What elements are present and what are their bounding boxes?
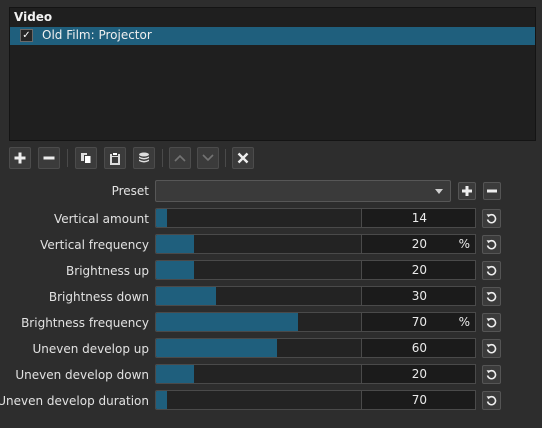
move-up-icon [174,154,186,162]
param-value: 20 [411,263,427,277]
add-filter-button[interactable] [9,147,31,169]
filter-row[interactable]: ✓ Old Film: Projector [10,27,535,45]
preset-label: Preset [111,184,149,198]
toolbar-separator [225,149,226,167]
save-filter-set-button[interactable] [133,147,155,169]
reset-button[interactable] [482,235,501,254]
filter-list-title: Video [14,10,53,24]
slider-fill [156,313,298,331]
param-label: Uneven develop down [15,368,149,382]
param-unit: % [458,315,470,329]
remove-filter-button[interactable] [38,147,60,169]
minus-icon [487,189,497,193]
slider-fill [156,365,195,383]
param-spinbox[interactable]: 20 [361,260,476,280]
param-value: 20 [411,367,427,381]
param-label: Brightness frequency [21,316,149,330]
move-filter-down-button[interactable] [197,147,219,169]
toolbar-separator [67,149,68,167]
param-spinbox[interactable]: 70 [361,390,476,410]
toolbar-separator [162,149,163,167]
reset-button[interactable] [482,313,501,332]
param-spinbox[interactable]: 30 [361,286,476,306]
param-label: Brightness down [48,290,149,304]
param-label: Uneven develop duration [0,394,149,408]
reset-button[interactable] [482,391,501,410]
reset-icon [486,214,497,224]
filter-enabled-checkbox[interactable]: ✓ [20,29,33,42]
reset-icon [486,318,497,328]
reset-icon [486,292,497,302]
param-spinbox[interactable]: 20% [361,234,476,254]
plus-icon [462,186,472,196]
filter-list-header: Video [10,8,535,27]
param-value: 14 [411,211,427,225]
reset-button[interactable] [482,261,501,280]
reset-button[interactable] [482,209,501,228]
param-value: 70 [411,393,427,407]
minus-icon [43,156,55,160]
reset-button[interactable] [482,287,501,306]
slider-fill [156,261,195,279]
delete-preset-button[interactable] [483,182,501,200]
param-label: Brightness up [66,264,149,278]
plus-icon [14,152,26,164]
save-preset-button[interactable] [458,182,476,200]
slider-fill [156,339,278,357]
param-spinbox[interactable]: 70% [361,312,476,332]
param-unit: % [458,237,470,251]
paste-filter-button[interactable] [104,147,126,169]
move-filter-up-button[interactable] [169,147,191,169]
reset-icon [486,396,497,406]
param-value: 30 [411,289,427,303]
slider-fill [156,287,216,305]
param-label: Vertical amount [53,212,149,226]
param-spinbox[interactable]: 60 [361,338,476,358]
save-preset-icon [139,152,149,162]
reset-icon [486,240,497,250]
param-value: 70 [411,315,427,329]
reset-icon [486,344,497,354]
reset-button[interactable] [482,339,501,358]
preset-combobox[interactable] [155,180,451,202]
reset-button[interactable] [482,365,501,384]
reset-icon [486,370,497,380]
slider-fill [156,235,195,253]
copy-filter-button[interactable] [75,147,97,169]
filter-list-panel: Video ✓ Old Film: Projector [9,7,536,141]
filter-toolbar [9,147,539,171]
param-spinbox[interactable]: 20 [361,364,476,384]
paste-icon [110,151,120,165]
copy-icon [81,153,92,164]
param-spinbox[interactable]: 14 [361,208,476,228]
deselect-filter-button[interactable] [232,147,254,169]
reset-icon [486,266,497,276]
param-value: 60 [411,341,427,355]
slider-fill [156,209,167,227]
move-down-icon [202,154,214,162]
param-label: Uneven develop up [32,342,150,356]
param-label: Vertical frequency [40,238,149,252]
param-value: 20 [411,237,427,251]
chevron-down-icon [435,189,443,194]
filter-name: Old Film: Projector [42,28,152,42]
close-icon [237,152,249,164]
slider-fill [156,391,167,409]
